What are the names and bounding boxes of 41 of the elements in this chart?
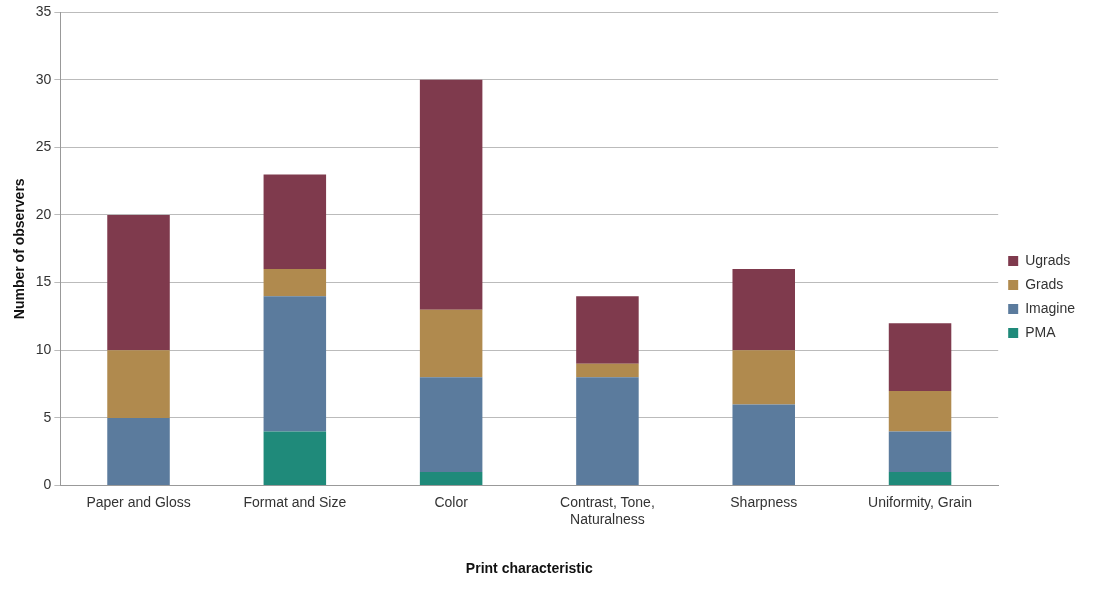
y-tick-label: 10 bbox=[35, 341, 52, 358]
x-tick-label: Paper and Gloss bbox=[86, 493, 191, 510]
x-tick-label: Sharpness bbox=[730, 493, 798, 510]
bar bbox=[107, 350, 170, 418]
x-tick-label: Uniformity, Grain bbox=[868, 493, 973, 510]
y-tick-label: 25 bbox=[35, 138, 52, 155]
bar bbox=[419, 472, 483, 486]
bar bbox=[888, 390, 952, 432]
bar bbox=[263, 269, 327, 297]
x-tick-label: Format and Size bbox=[243, 493, 347, 510]
bar bbox=[419, 309, 483, 378]
x-axis-title: Print characteristic bbox=[465, 560, 593, 577]
bar bbox=[888, 472, 952, 486]
bar bbox=[576, 363, 639, 378]
y-tick-label: 15 bbox=[35, 273, 52, 290]
bar bbox=[263, 174, 327, 270]
x-tick-label: Color bbox=[434, 493, 469, 510]
bar bbox=[576, 377, 639, 486]
legend-label: PMA bbox=[1025, 323, 1057, 340]
y-tick-label: 0 bbox=[43, 476, 52, 493]
bar bbox=[107, 214, 170, 351]
y-tick-label: 20 bbox=[35, 205, 52, 222]
bar bbox=[732, 350, 795, 405]
bar bbox=[732, 269, 795, 351]
legend-label: Grads bbox=[1025, 275, 1064, 292]
y-axis-title: Number of observers bbox=[11, 178, 28, 320]
bar bbox=[888, 323, 952, 391]
y-tick-label: 35 bbox=[35, 2, 52, 19]
legend-label: Ugrads bbox=[1025, 251, 1071, 268]
bar bbox=[419, 377, 483, 473]
x-tick-label: Contrast, Tone, Naturalness bbox=[560, 493, 655, 527]
bar bbox=[107, 417, 170, 486]
bar bbox=[888, 431, 952, 473]
legend-label: Imagine bbox=[1025, 299, 1076, 316]
bar bbox=[576, 296, 639, 364]
y-tick-label: 5 bbox=[43, 408, 52, 425]
bar bbox=[732, 404, 795, 486]
bar bbox=[263, 296, 327, 432]
bar bbox=[263, 431, 327, 486]
bar bbox=[419, 79, 483, 310]
y-tick-label: 30 bbox=[35, 70, 52, 87]
